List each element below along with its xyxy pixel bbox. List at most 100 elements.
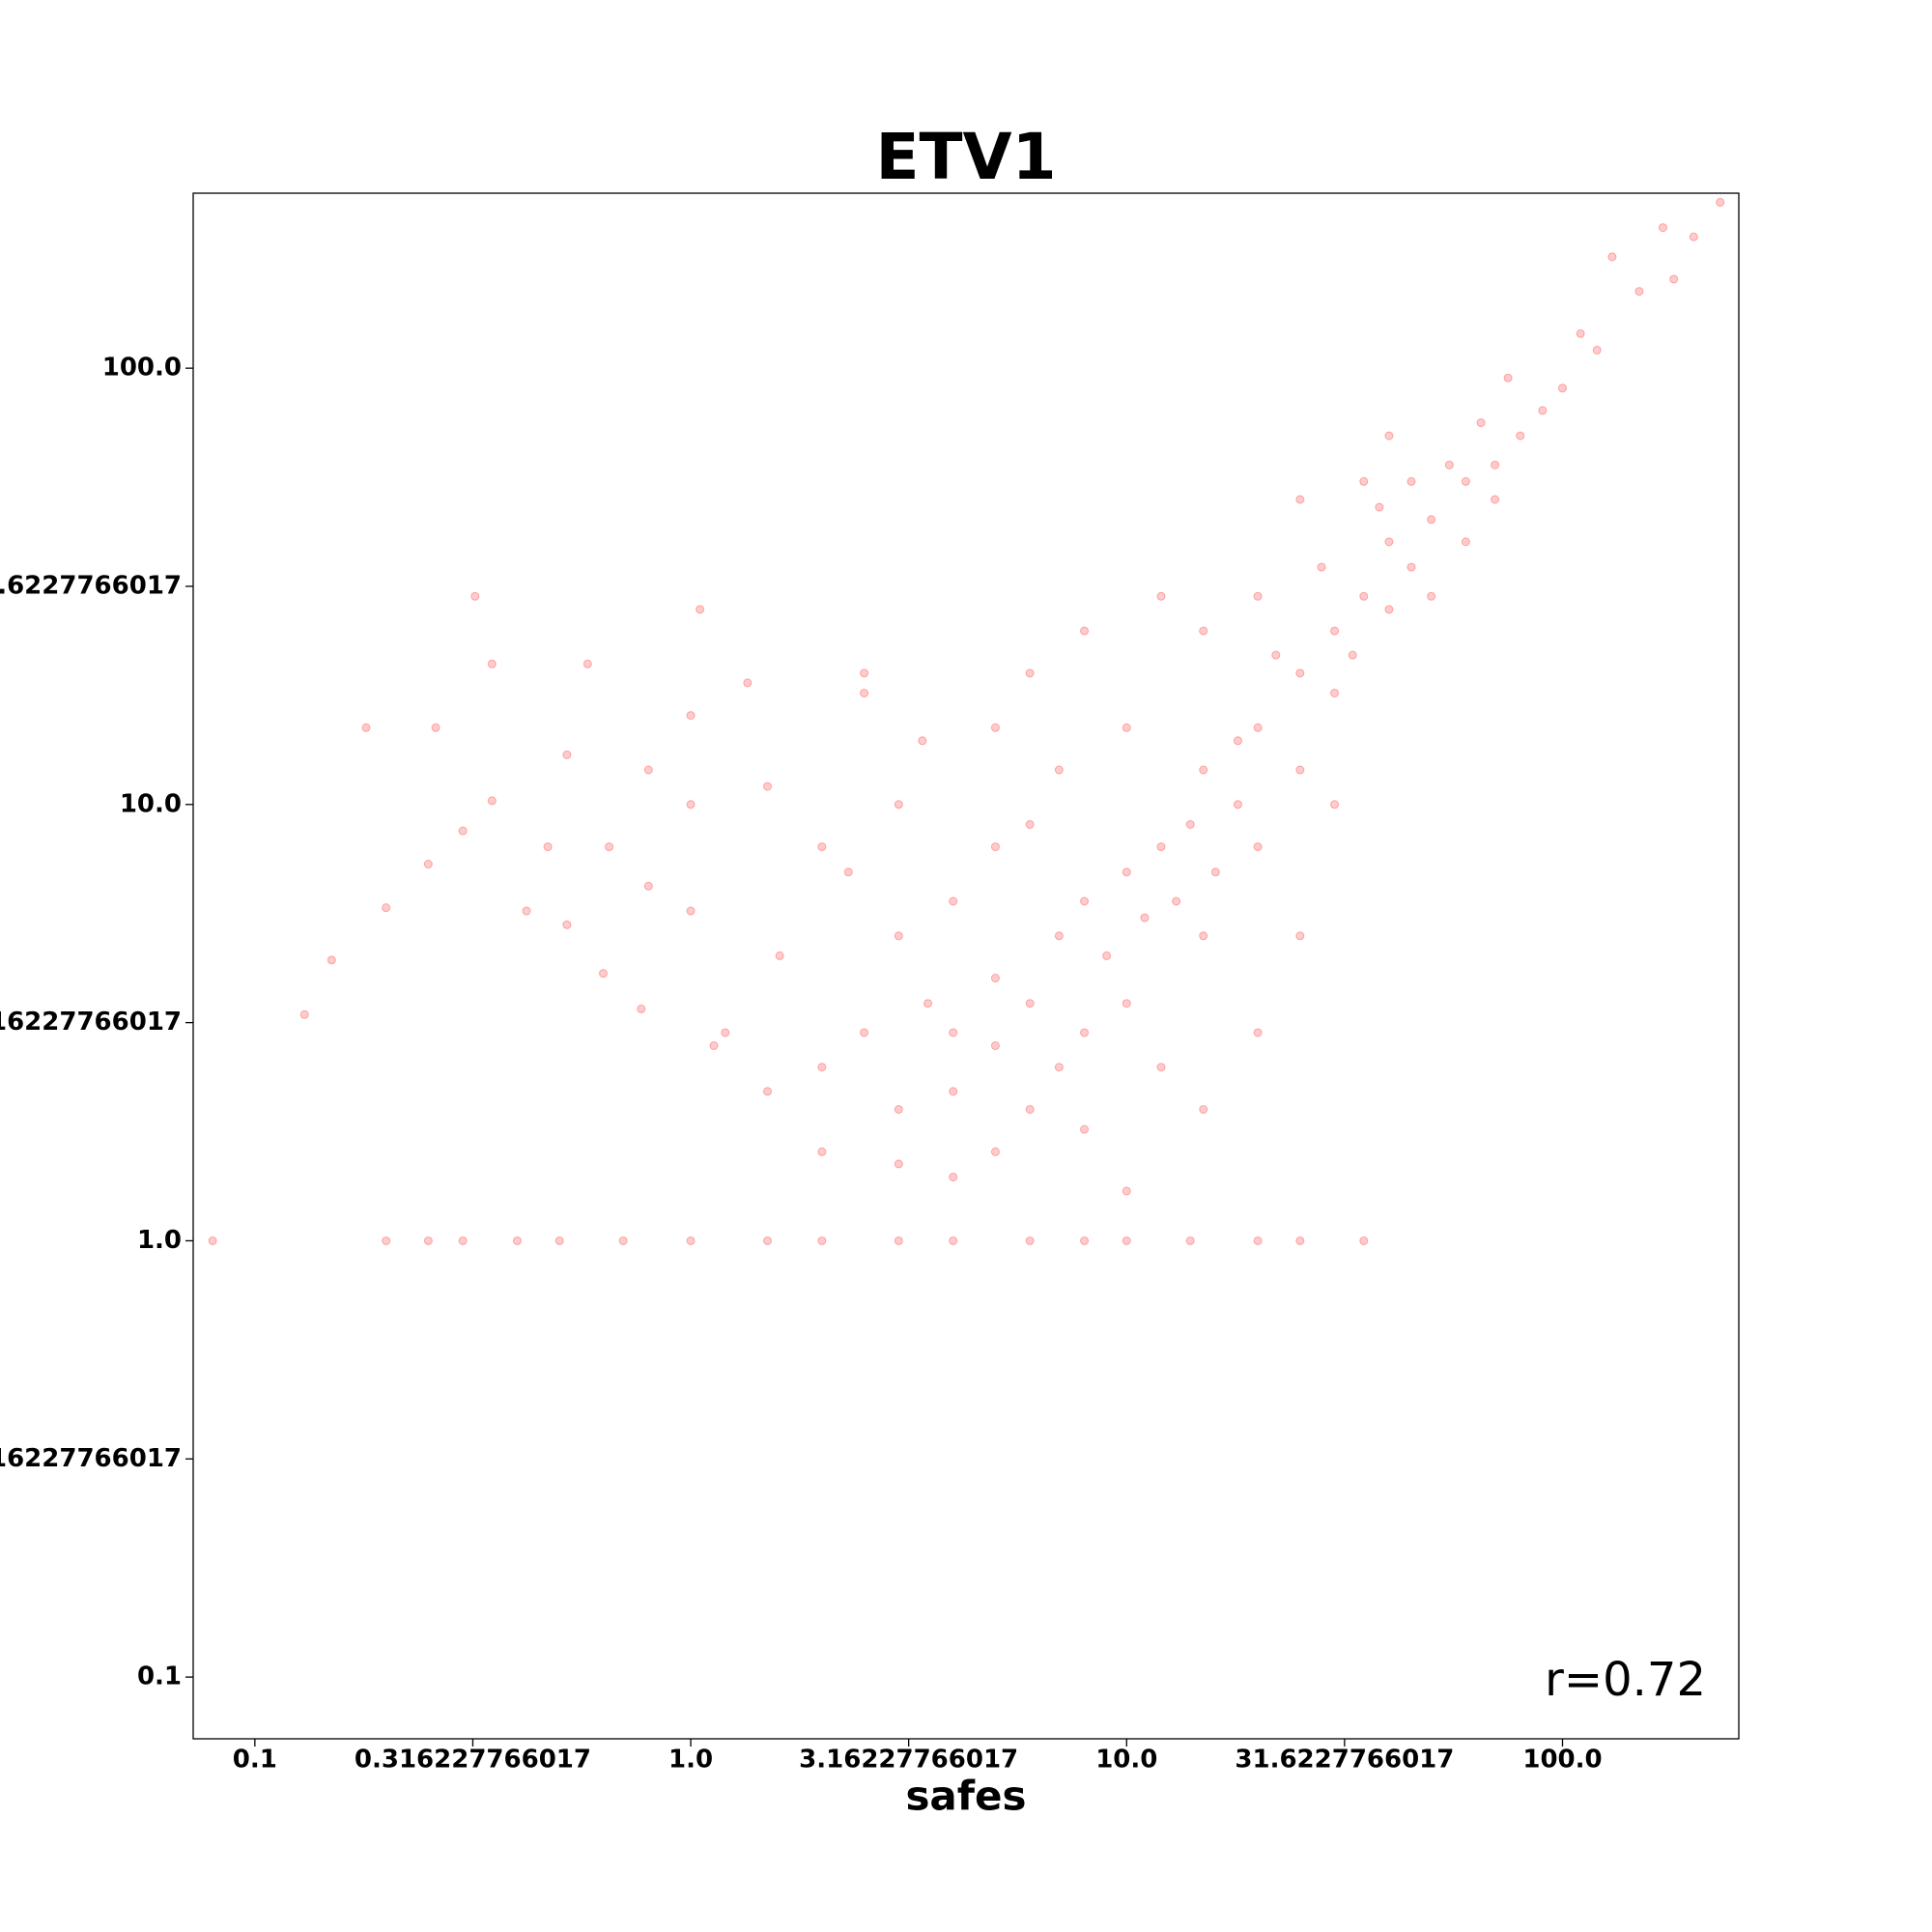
point [1185,819,1195,829]
point [1669,274,1679,284]
point [743,678,753,688]
point [1054,765,1064,775]
point [1516,431,1525,440]
point [423,860,433,869]
y-tick-label: 1.0 [137,1226,182,1255]
point [860,1028,869,1037]
point [458,826,468,836]
point [361,723,371,732]
point [1427,515,1436,525]
point [949,1028,958,1037]
point [327,955,336,965]
point [599,969,609,979]
point [1080,1124,1090,1134]
point [1295,495,1305,504]
point [1406,562,1416,572]
point [1295,668,1305,678]
point [1054,1063,1064,1072]
point [1271,650,1281,660]
annotation: r=0.72 [1545,1653,1706,1707]
point [1295,1236,1305,1245]
point [487,659,497,668]
point [1592,345,1602,355]
point [637,1004,646,1013]
point [1476,418,1486,428]
point [1122,723,1131,732]
point [470,591,480,601]
point [817,1063,827,1072]
point [763,1087,773,1096]
point [1406,476,1416,486]
point [1025,999,1035,1009]
plot-frame [192,192,1740,1740]
point [990,842,1000,852]
point [208,1236,217,1245]
point [1384,537,1394,547]
point [1491,495,1500,504]
y-tick-label: 10.0 [120,789,182,818]
point [1503,373,1513,383]
point [686,800,696,810]
point [1080,626,1090,636]
x-tick-label: 100.0 [1522,1746,1602,1775]
point [817,842,827,852]
point [817,1236,827,1245]
point [1359,1236,1369,1245]
point [686,1236,696,1245]
x-tick-label: 1.0 [668,1746,713,1775]
point [562,750,572,759]
point [643,881,653,891]
point [1233,800,1242,810]
point [423,1236,433,1245]
y-tick-label: 100.0 [102,354,182,383]
point [990,723,1000,732]
point [382,903,391,913]
point [582,659,592,668]
point [1576,328,1585,338]
point [1199,765,1208,775]
point [775,951,784,960]
point [949,896,958,906]
point [1054,931,1064,941]
point [1080,896,1090,906]
point [643,765,653,775]
point [1557,384,1567,393]
point [1538,406,1548,415]
x-tick-label: 3.16227766017 [799,1746,1018,1775]
point [618,1236,628,1245]
point [1199,1104,1208,1114]
point [763,1236,773,1245]
point [990,974,1000,983]
point [1080,1236,1090,1245]
y-tick-label: 31.6227766017 [0,571,182,600]
point [990,1040,1000,1050]
point [1253,591,1263,601]
point [1253,1236,1263,1245]
point [1330,626,1340,636]
point [1375,502,1384,512]
point [894,1236,903,1245]
point [686,906,696,916]
point [894,1104,903,1114]
point [382,1236,391,1245]
point [431,723,440,732]
point [1295,765,1305,775]
point [1317,562,1326,572]
point [894,1159,903,1169]
point [1025,668,1035,678]
point [1156,591,1166,601]
y-tick-label: 3.16227766017 [0,1008,182,1037]
point [512,1236,522,1245]
point [817,1147,827,1156]
point [1156,1063,1166,1072]
point [1122,867,1131,877]
point [686,711,696,721]
point [1295,931,1305,941]
point [458,1236,468,1245]
point [721,1028,730,1037]
point [543,842,553,852]
y-tick-label: 0.316227766017 [0,1444,182,1473]
point [1330,688,1340,697]
point [894,800,903,810]
